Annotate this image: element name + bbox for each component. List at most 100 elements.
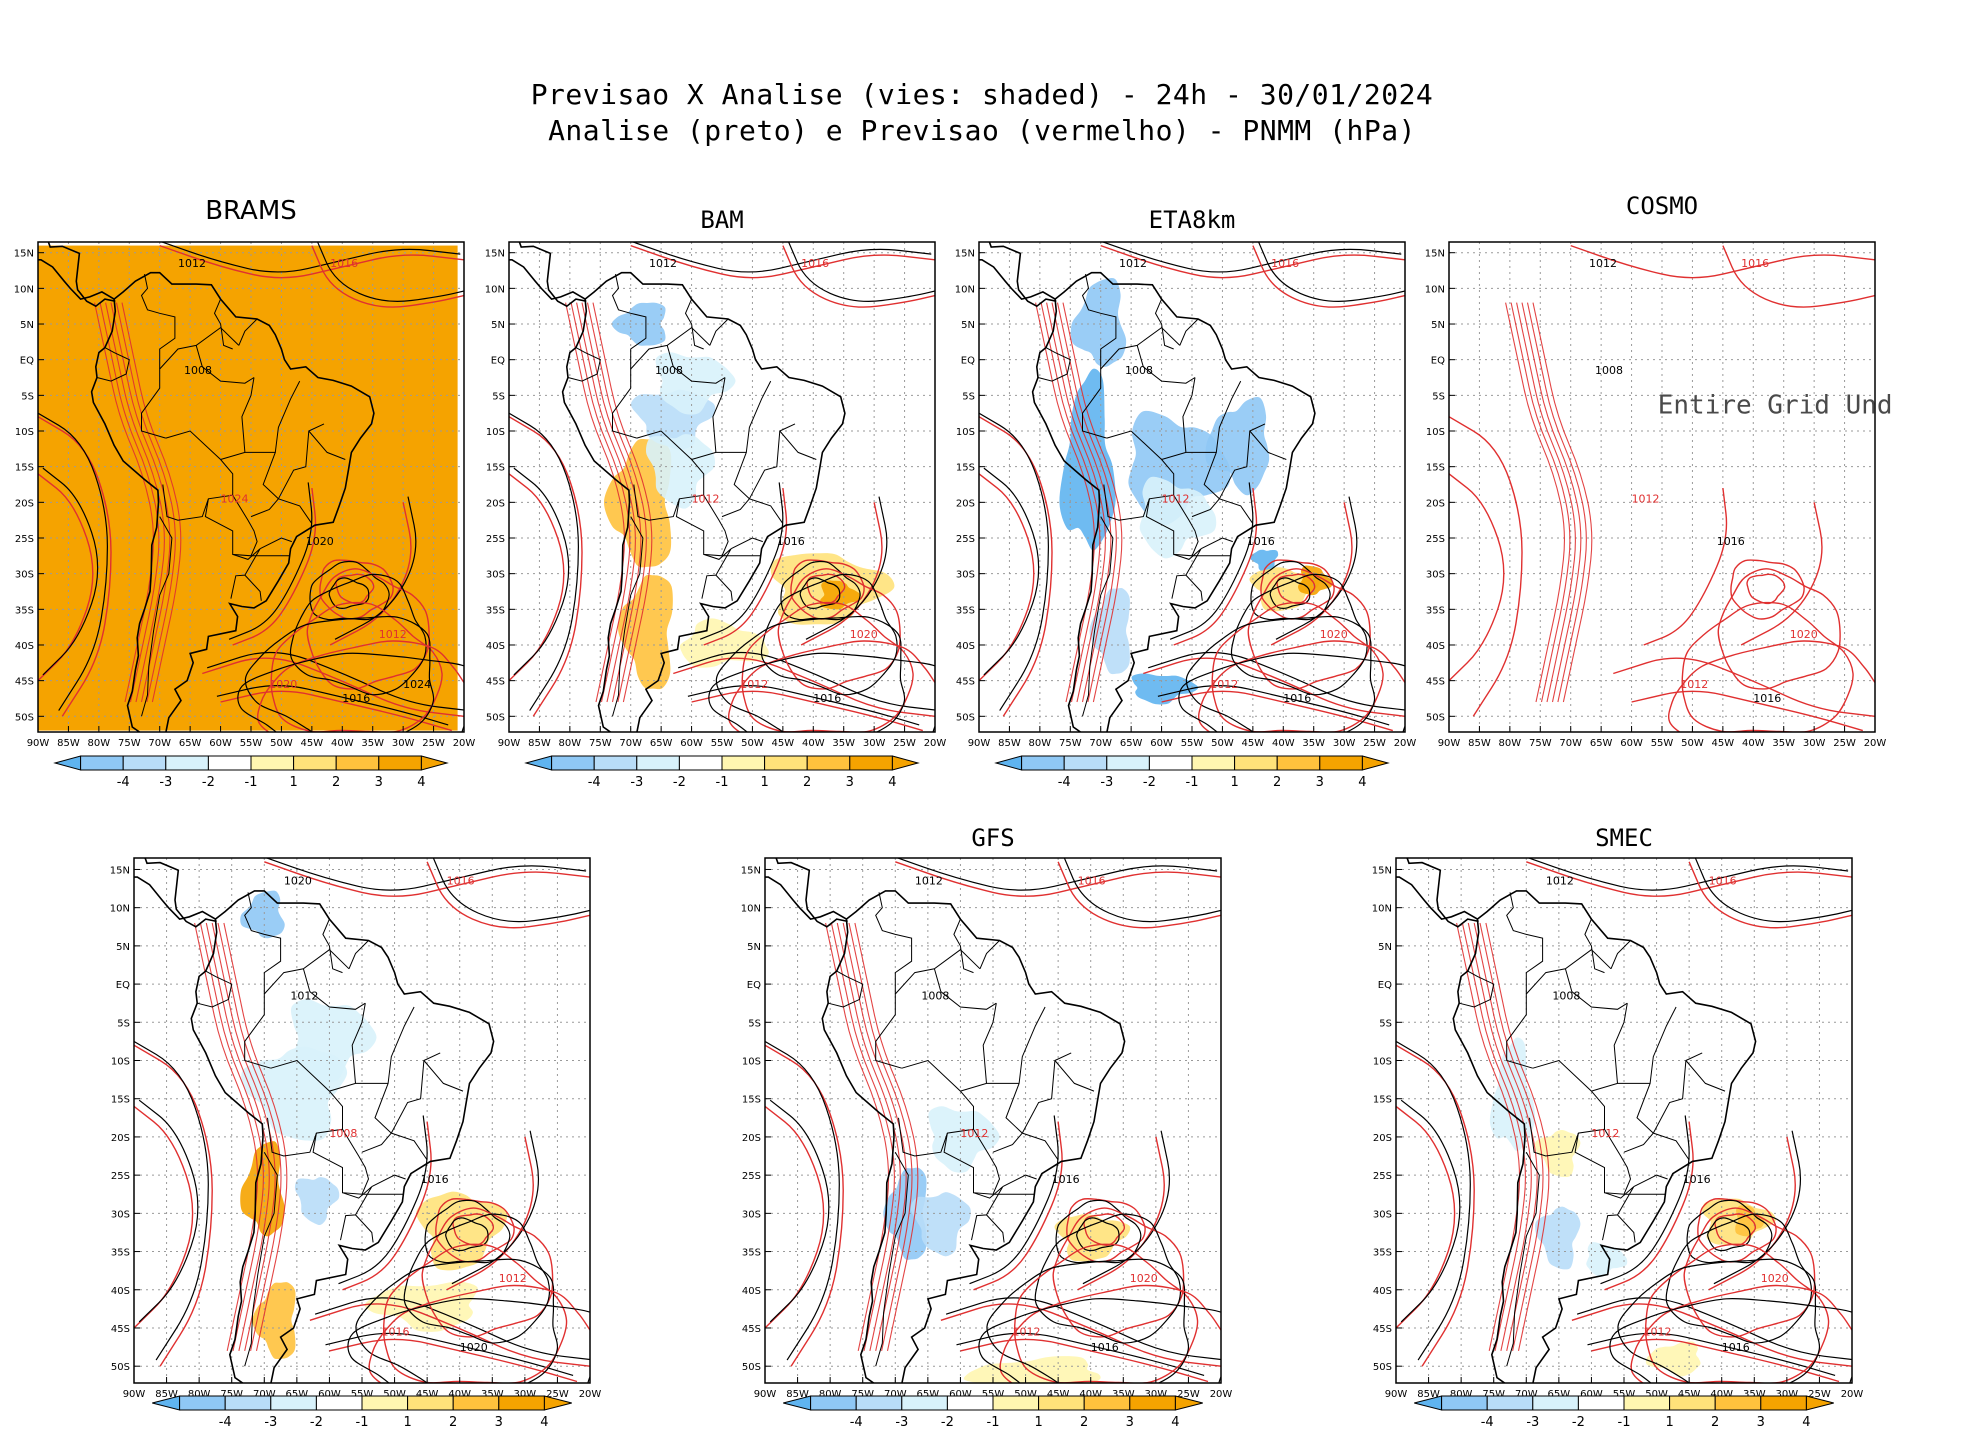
forecast-isobar <box>1247 568 1371 690</box>
analysis-isobar <box>979 412 1050 711</box>
country-border <box>1081 273 1117 369</box>
country-border <box>1154 298 1174 350</box>
lat-tick-label: 45S <box>742 1324 761 1335</box>
country-border <box>1617 1214 1636 1243</box>
analysis-isobar <box>1396 1040 1471 1361</box>
lon-tick-label: 65W <box>650 738 673 749</box>
forecast-isobar <box>1714 1213 1757 1246</box>
analysis-isobar <box>896 858 1218 891</box>
analysis-isobar <box>265 858 587 891</box>
country-border <box>953 918 974 974</box>
country-border <box>213 298 233 350</box>
bias-shading <box>963 1356 1101 1383</box>
analysis-isobar <box>787 242 935 303</box>
forecast-isobar <box>1473 922 1538 1352</box>
country-border <box>348 940 369 969</box>
forecast-isobar <box>777 568 901 690</box>
forecast-isobar <box>134 1044 213 1367</box>
forecast-isobar <box>509 473 565 682</box>
forecast-isobar <box>232 488 317 646</box>
forecast-isobar <box>1449 416 1523 717</box>
lon-tick-label: 35W <box>1743 1389 1766 1400</box>
country-border <box>1200 537 1233 550</box>
isobar-label: 1020 <box>306 535 334 548</box>
analysis-isobar <box>513 467 570 676</box>
analysis-isobar <box>1055 1199 1142 1264</box>
country-border <box>1161 380 1242 460</box>
lon-tick-label: 90W <box>754 1389 777 1400</box>
isobar-label: 1016 <box>1052 1173 1080 1186</box>
colorbar-arrow-low <box>1414 1395 1443 1411</box>
colorbar-tick-label: 4 <box>1358 775 1366 790</box>
panel-title: GFS <box>971 824 1015 852</box>
forecast-isobar <box>1057 861 1221 929</box>
forecast-isobar <box>1066 1197 1146 1263</box>
isobar-label: 1012 <box>692 492 720 505</box>
forecast-isobar <box>1052 1207 1185 1338</box>
analysis-isobar <box>945 1297 1221 1361</box>
forecast-isobar <box>1746 573 1786 605</box>
lat-tick-label: 10S <box>742 1057 761 1068</box>
forecast-isobar <box>1013 1243 1199 1383</box>
country-border <box>238 318 258 346</box>
analysis-isobar <box>432 858 590 923</box>
analysis-isobar <box>780 560 861 621</box>
lon-tick-label: 90W <box>498 738 521 749</box>
country-border <box>1136 345 1196 384</box>
lon-tick-label: 75W <box>1482 1389 1505 1400</box>
lat-tick-label: 5S <box>1379 1018 1392 1029</box>
country-border <box>666 345 726 384</box>
lon-tick-label: 85W <box>786 1389 809 1400</box>
bias-shading <box>294 1177 340 1226</box>
lat-tick-label: 45S <box>15 677 34 688</box>
country-border <box>1054 1060 1095 1092</box>
isobar-label: 1008 <box>184 364 212 377</box>
isobar-label: 1012 <box>290 989 318 1002</box>
lon-tick-label: 50W <box>741 738 764 749</box>
analysis-isobar <box>228 482 313 640</box>
colorbar-tick-label: 4 <box>417 775 425 790</box>
lat-tick-label: 30S <box>1426 570 1445 581</box>
forecast-isobar <box>121 302 182 703</box>
undefined-grid-note: Entire Grid Und <box>1658 391 1893 421</box>
lon-tick-label: 50W <box>1014 1389 1037 1400</box>
lat-tick-label: 10N <box>1372 904 1392 915</box>
colorbar-tick-label: 2 <box>449 1415 457 1430</box>
lat-tick-label: 5S <box>962 391 975 402</box>
country-border <box>1082 516 1114 717</box>
colorbar-tick-label: -3 <box>159 775 172 790</box>
bias-shading <box>928 1106 1000 1173</box>
forecast-isobar <box>848 922 913 1352</box>
lon-tick-label: 60W <box>1150 738 1173 749</box>
lon-tick-label: 75W <box>589 738 612 749</box>
forecast-isobar <box>1062 302 1123 703</box>
analysis-isobar <box>1185 615 1376 732</box>
lat-tick-label: 5S <box>1432 391 1445 402</box>
analysis-isobar <box>1101 242 1402 273</box>
lat-tick-label: 10N <box>1425 284 1445 295</box>
country-border <box>322 918 343 974</box>
colorbar-bin <box>1714 1395 1762 1411</box>
forecast-isobar <box>576 302 636 703</box>
lon-tick-label: 55W <box>240 738 263 749</box>
lat-tick-label: EQ <box>20 356 34 367</box>
analysis-isobar <box>687 685 920 726</box>
country-border <box>1652 1052 1703 1134</box>
isobar-label: 1016 <box>1091 1341 1119 1354</box>
country-border <box>1584 918 1605 974</box>
lat-tick-label: 15N <box>1425 249 1445 260</box>
lon-tick-label: 65W <box>1548 1389 1571 1400</box>
analysis-isobar <box>244 615 435 732</box>
lon-tick-label: 20W <box>1841 1389 1864 1400</box>
colorbar-tick-label: 3 <box>495 1415 503 1430</box>
lon-tick-label: 90W <box>123 1389 146 1400</box>
bias-shading <box>240 1141 285 1237</box>
isobar-label: 1008 <box>1595 364 1623 377</box>
analysis-isobar <box>42 467 99 676</box>
isobar-label: 1012 <box>1546 875 1574 888</box>
lon-tick-label: 40W <box>1079 1389 1102 1400</box>
forecast-isobar <box>842 922 907 1352</box>
isobar-label: 1012 <box>1644 1326 1672 1339</box>
forecast-isobar <box>1083 1213 1126 1246</box>
